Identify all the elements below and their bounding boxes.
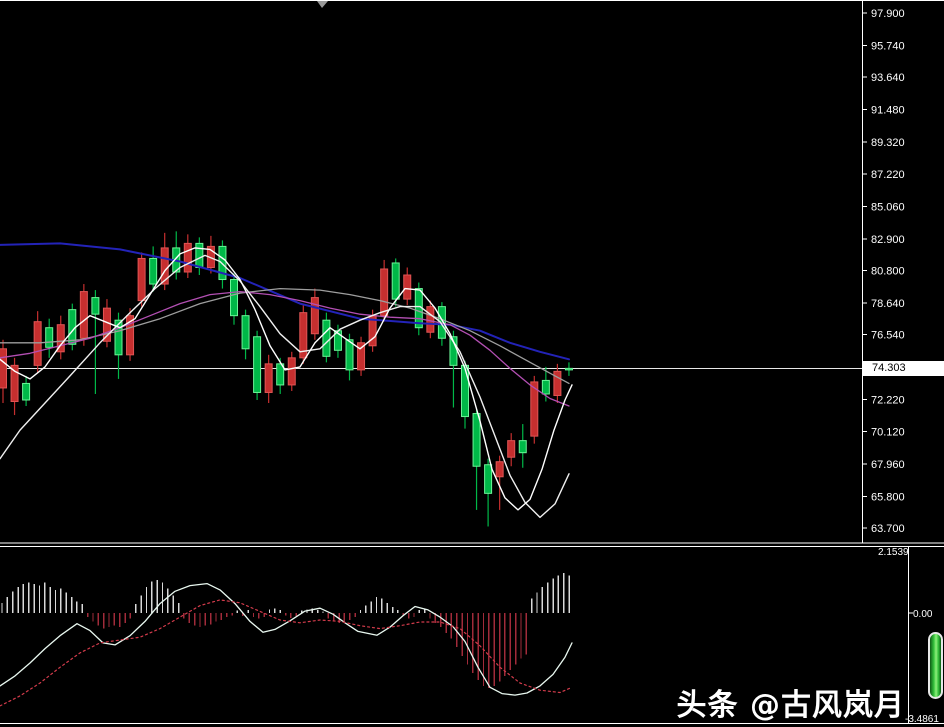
price-tick-label: 78.640 xyxy=(871,298,905,310)
price-tick-label: 80.800 xyxy=(871,265,905,277)
macd-tick-label: 2.1539 xyxy=(878,547,909,558)
scrollbar-thumb[interactable] xyxy=(928,632,943,699)
price-tick-label: 65.800 xyxy=(871,491,905,503)
price-tick-label: 95.740 xyxy=(871,41,905,53)
price-axis-labels: 97.900 95.740 93.640 91.480 89.320 87.220 85.0… xyxy=(862,8,905,535)
marker-triangle-icon xyxy=(317,1,328,8)
price-tick-label: 85.060 xyxy=(871,201,905,213)
price-tick-label: 72.220 xyxy=(871,395,905,407)
macd-tick-label: -3.4861 xyxy=(905,714,939,725)
ma-slow-blue xyxy=(0,242,570,361)
price-tick-label: 97.900 xyxy=(871,8,905,20)
watermark: 头条 @古风岚月 xyxy=(676,688,905,723)
macd-axis-labels: 2.1539 0.00 -3.4861 xyxy=(878,547,939,725)
current-price-badge: 74.303 xyxy=(863,361,944,376)
price-tick-label: 87.220 xyxy=(871,169,905,181)
price-tick-label: 63.700 xyxy=(871,523,905,535)
ma-white-slow xyxy=(0,254,570,519)
ma-magenta xyxy=(0,290,570,407)
price-tick-label: 82.900 xyxy=(871,234,905,246)
price-tick-label: 67.960 xyxy=(871,459,905,471)
ma-white-fast xyxy=(0,247,573,511)
signal-line xyxy=(0,599,573,707)
macd-histogram xyxy=(1,573,570,688)
price-tick-label: 70.120 xyxy=(871,426,905,438)
price-tick-label: 89.320 xyxy=(871,137,905,149)
price-tick-label: 91.480 xyxy=(871,105,905,117)
price-tick-label: 93.640 xyxy=(871,72,905,84)
ma-gray xyxy=(0,287,570,385)
price-tick-label: 76.540 xyxy=(871,330,905,342)
macd-tick-label: 0.00 xyxy=(913,609,933,620)
